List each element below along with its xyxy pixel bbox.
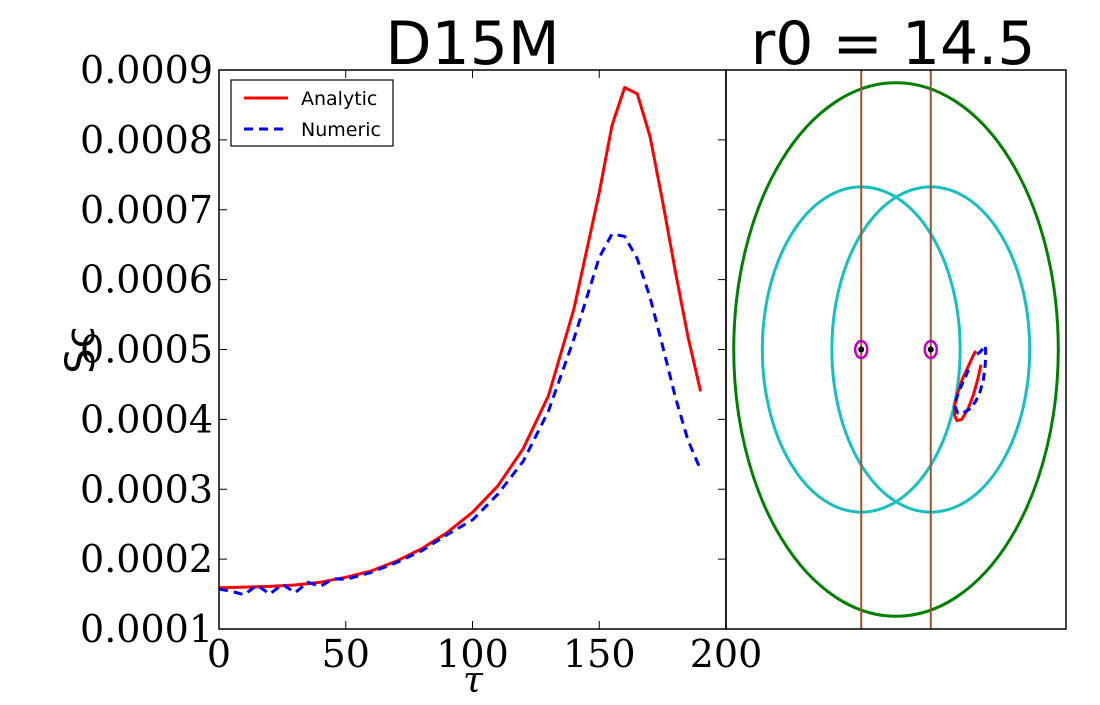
legend-box (230, 79, 394, 147)
left-x-tick-label: 50 (322, 632, 370, 676)
left-x-tick-label: 100 (436, 632, 509, 676)
left-x-tick-label: 200 (690, 632, 763, 676)
left-y-ticks: 0.0001 0.0002 0.0003 0.0004 0.0005 0.0006 0.00… (80, 48, 726, 651)
left-y-axis-label: Sc (58, 326, 104, 373)
outer-circle (732, 81, 1060, 618)
left-axes-frame (218, 69, 727, 630)
left-y-tick-label: 0.0005 (80, 328, 213, 372)
series-line-analytic (218, 86, 703, 590)
left-marker-ring (853, 339, 869, 360)
right-chart-title: r0 = 14.5 (751, 9, 1036, 79)
left-panel: D15M 0.00010.00020.00030.00040.00050.000… (58, 9, 762, 701)
right-plot-area (732, 70, 1060, 629)
left-chart-title: D15M (385, 9, 559, 79)
left-y-tick-label: 0.0002 (80, 537, 213, 581)
left-y-tick-label: 0.0009 (80, 48, 213, 92)
left-y-tick-label: 0.0004 (80, 397, 213, 441)
left-plot-area (218, 86, 703, 597)
orbit-numeric (954, 344, 988, 415)
right-marker-ring (923, 339, 939, 360)
left-y-tick-label: 0.0003 (80, 467, 213, 511)
right-marker-dot (927, 346, 934, 353)
left-x-tick-label: 150 (563, 632, 636, 676)
left-y-tick-label: 0.0007 (80, 188, 213, 232)
orbit-analytic (953, 350, 983, 423)
left-x-axis-label: τ (463, 660, 484, 700)
left-x-ticks: 0 50 100 150 200 (207, 70, 762, 676)
left-y-tick-label: 0.0008 (80, 118, 213, 162)
legend-label-analytic: Analytic (301, 88, 377, 110)
right-axes-frame (725, 69, 1067, 630)
series-line-numeric (218, 232, 702, 597)
legend: Analytic Numeric (230, 79, 394, 147)
left-x-tick-label: 0 (207, 632, 231, 676)
right-plot-content (732, 70, 1060, 629)
right-panel: r0 = 14.5 (725, 9, 1067, 630)
left-y-tick-label: 0.0006 (80, 258, 213, 302)
left-y-tick-label: 0.0001 (80, 607, 213, 651)
legend-label-numeric: Numeric (301, 119, 381, 141)
left-marker-dot (858, 346, 865, 353)
